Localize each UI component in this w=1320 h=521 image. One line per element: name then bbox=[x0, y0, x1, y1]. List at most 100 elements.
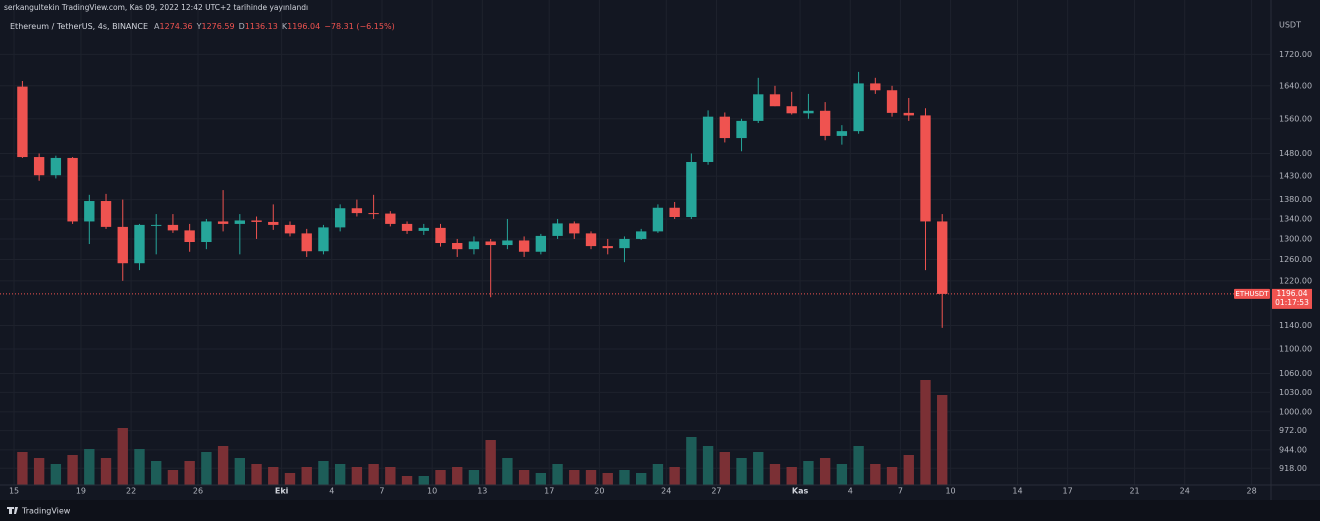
candle-body bbox=[719, 116, 730, 139]
x-tick-label: 17 bbox=[544, 487, 554, 496]
candle-body bbox=[184, 230, 195, 242]
volume-bar bbox=[920, 380, 931, 485]
y-tick-label: 1720.00 bbox=[1279, 50, 1312, 59]
volume-bar bbox=[284, 473, 296, 485]
volume-bar bbox=[736, 458, 747, 485]
volume-bar bbox=[903, 455, 914, 485]
candle-body bbox=[100, 201, 112, 227]
y-tick-label: 972.00 bbox=[1279, 426, 1307, 435]
footer bbox=[0, 500, 1320, 521]
volume-bar bbox=[686, 437, 697, 485]
candle-body bbox=[602, 246, 613, 249]
candle-body bbox=[151, 224, 162, 226]
candle-body bbox=[753, 94, 764, 121]
candle-body bbox=[284, 224, 296, 234]
candle-body bbox=[669, 207, 680, 218]
x-tick-label: 24 bbox=[1180, 487, 1190, 496]
x-tick-label: Kas bbox=[792, 487, 809, 496]
candle-body bbox=[234, 220, 246, 224]
legend-item: 1196.04 bbox=[287, 22, 320, 31]
volume-bar bbox=[652, 464, 664, 485]
x-tick-label: 26 bbox=[193, 487, 203, 496]
candle-body bbox=[318, 227, 329, 252]
y-tick-label: 944.00 bbox=[1279, 445, 1307, 454]
x-tick-label: 7 bbox=[898, 487, 903, 496]
legend-item: 1276.59 bbox=[202, 22, 235, 31]
volume-bar bbox=[251, 464, 262, 485]
x-tick-label: 28 bbox=[1247, 487, 1257, 496]
price-badge bbox=[1272, 288, 1312, 309]
candle-body bbox=[117, 226, 128, 264]
volume-bar bbox=[318, 461, 329, 485]
x-tick-label: 24 bbox=[661, 487, 671, 496]
volume-bar bbox=[886, 467, 898, 485]
legend-item: A bbox=[154, 22, 160, 31]
volume-bar bbox=[351, 467, 363, 485]
candle-body bbox=[652, 207, 664, 232]
candle-body bbox=[452, 243, 463, 250]
volume-bar bbox=[485, 440, 496, 485]
legend-item: K bbox=[282, 22, 288, 31]
volume-bar bbox=[33, 458, 45, 485]
y-tick-label: 1340.00 bbox=[1279, 214, 1312, 223]
x-tick-label: 17 bbox=[1063, 487, 1073, 496]
volume-bar bbox=[585, 470, 597, 485]
legend-item: Ethereum / TetherUS, 4s, BINANCE bbox=[10, 22, 148, 31]
candle-body bbox=[502, 240, 513, 246]
candle-body bbox=[836, 131, 848, 136]
y-tick-label: 1000.00 bbox=[1279, 407, 1312, 416]
candle-body bbox=[385, 213, 396, 224]
volume-bar bbox=[401, 476, 413, 485]
y-tick-label: 1060.00 bbox=[1279, 369, 1312, 378]
volume-bar bbox=[201, 452, 212, 485]
y-tick-label: 1430.00 bbox=[1279, 172, 1312, 181]
y-tick-label: 918.00 bbox=[1279, 464, 1307, 473]
x-tick-label: 7 bbox=[379, 487, 384, 496]
volume-bar bbox=[619, 470, 630, 485]
candle-body bbox=[886, 90, 898, 113]
y-tick-label: 1140.00 bbox=[1279, 321, 1312, 330]
candle-body bbox=[769, 94, 781, 107]
candle-body bbox=[301, 233, 312, 252]
volume-bar bbox=[518, 470, 530, 485]
countdown-label: 01:17:53 bbox=[1275, 298, 1309, 307]
volume-bar bbox=[84, 449, 95, 485]
volume-bar bbox=[100, 458, 112, 485]
symbol-badge bbox=[1234, 288, 1270, 299]
volume-bar bbox=[67, 455, 78, 485]
y-tick-label: 1220.00 bbox=[1279, 276, 1312, 285]
volume-bar bbox=[50, 464, 62, 485]
volume-bar bbox=[937, 395, 948, 485]
volume-bar bbox=[452, 467, 463, 485]
candle-body bbox=[84, 201, 95, 222]
x-tick-label: 15 bbox=[9, 487, 19, 496]
candle-body bbox=[636, 231, 647, 239]
candle-body bbox=[201, 221, 212, 242]
candle-body bbox=[217, 221, 229, 224]
y-tick-label: 1030.00 bbox=[1279, 388, 1312, 397]
candle-body bbox=[585, 233, 597, 247]
volume-bar bbox=[468, 470, 480, 485]
volume-bar bbox=[786, 467, 797, 485]
candle-body bbox=[686, 161, 697, 218]
volume-bar bbox=[669, 467, 680, 485]
x-tick-label: 10 bbox=[427, 487, 437, 496]
volume-pane bbox=[17, 380, 948, 485]
candle-body bbox=[268, 221, 279, 225]
candle-body bbox=[870, 83, 881, 91]
y-tick-label: 1100.00 bbox=[1279, 345, 1312, 354]
legend-item: D bbox=[239, 22, 245, 31]
candle-body bbox=[903, 112, 914, 116]
volume-bar bbox=[117, 428, 128, 485]
candle-body bbox=[17, 86, 28, 158]
volume-bar bbox=[702, 446, 714, 485]
candle-body bbox=[401, 223, 413, 231]
published-note: serkangultekin TradingView.com, Kas 09, … bbox=[4, 3, 308, 12]
currency: USDT bbox=[1279, 21, 1301, 30]
y-tick-label: 1640.00 bbox=[1279, 81, 1312, 90]
volume-bar bbox=[134, 449, 145, 485]
candle-body bbox=[803, 110, 814, 114]
volume-bar bbox=[569, 470, 580, 485]
